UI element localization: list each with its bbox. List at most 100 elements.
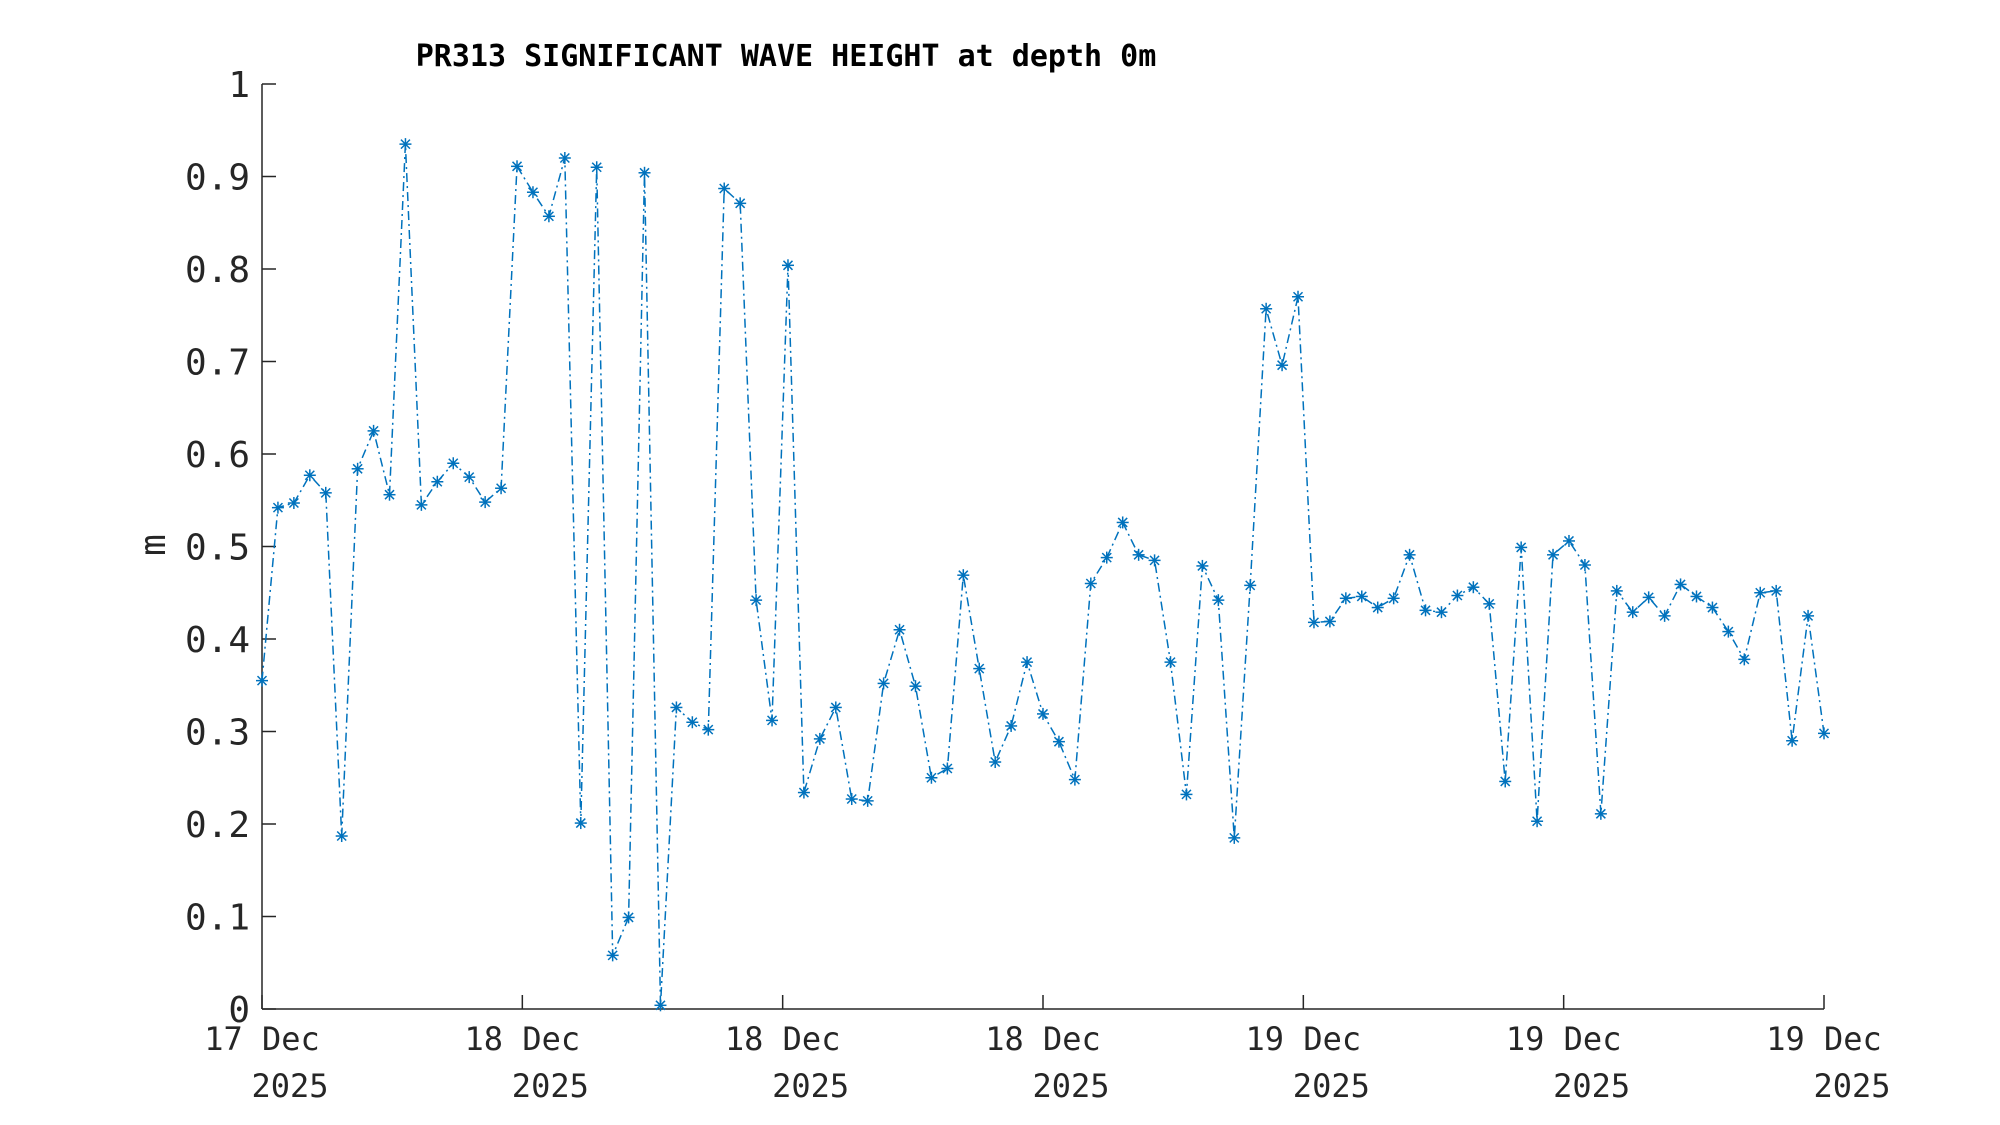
data-point-marker bbox=[861, 794, 874, 807]
data-point-marker bbox=[1148, 554, 1161, 567]
data-point-marker bbox=[1244, 579, 1257, 592]
data-point-marker bbox=[1371, 601, 1384, 614]
data-point-marker bbox=[574, 817, 587, 830]
data-point-marker bbox=[1180, 788, 1193, 801]
data-point-marker bbox=[1818, 727, 1830, 740]
data-point-marker bbox=[1132, 548, 1145, 561]
data-point-marker bbox=[1260, 302, 1273, 315]
data-point-marker bbox=[845, 793, 858, 806]
data-point-marker bbox=[1435, 606, 1448, 619]
data-point-marker bbox=[1754, 586, 1767, 599]
data-point-marker bbox=[1276, 359, 1289, 372]
data-point-marker bbox=[1467, 581, 1480, 594]
data-point-marker bbox=[1307, 616, 1320, 629]
data-point-marker bbox=[781, 259, 794, 272]
data-point-marker bbox=[526, 186, 539, 199]
data-point-marker bbox=[1786, 734, 1799, 747]
data-point-marker bbox=[1499, 775, 1512, 788]
data-point-marker bbox=[463, 471, 476, 484]
y-tick-label: 0 bbox=[228, 990, 250, 1031]
x-tick-label-year: 2025 bbox=[1553, 1067, 1630, 1105]
data-point-marker bbox=[1626, 606, 1639, 619]
data-point-marker bbox=[1387, 592, 1400, 605]
y-axis-label: m bbox=[133, 534, 174, 556]
data-point-marker bbox=[1610, 584, 1623, 597]
y-tick-label: 0.6 bbox=[185, 435, 250, 476]
data-point-marker bbox=[303, 469, 316, 482]
data-point-marker bbox=[1355, 590, 1368, 603]
data-point-marker bbox=[256, 674, 268, 687]
data-point-marker bbox=[989, 756, 1002, 769]
data-point-marker bbox=[1164, 656, 1177, 669]
data-point-marker bbox=[287, 497, 300, 510]
data-point-marker bbox=[1037, 707, 1049, 720]
y-tick-label: 0.4 bbox=[185, 620, 250, 661]
data-point-marker bbox=[319, 486, 332, 499]
data-point-marker bbox=[1403, 548, 1416, 561]
series-line bbox=[261, 144, 1825, 1006]
x-tick-label-year: 2025 bbox=[251, 1067, 328, 1105]
data-point-marker bbox=[1005, 719, 1018, 732]
data-point-marker bbox=[447, 457, 460, 470]
data-point-marker bbox=[383, 488, 396, 501]
data-point-marker bbox=[829, 701, 842, 714]
data-point-marker bbox=[1658, 609, 1671, 622]
x-tick-label-date: 19 Dec bbox=[1246, 1020, 1362, 1058]
data-point-marker bbox=[1515, 541, 1528, 554]
data-point-marker bbox=[1196, 559, 1209, 572]
x-tick-label-year: 2025 bbox=[772, 1067, 849, 1105]
data-point-marker bbox=[622, 911, 635, 924]
data-point-marker bbox=[670, 701, 683, 714]
data-point-marker bbox=[925, 771, 938, 784]
data-point-marker bbox=[941, 762, 954, 775]
data-point-marker bbox=[351, 462, 364, 475]
data-point-marker bbox=[1642, 591, 1655, 604]
y-axis-label-group: m bbox=[133, 534, 174, 556]
data-point-marker bbox=[606, 949, 619, 962]
x-tick-label-year: 2025 bbox=[1813, 1067, 1890, 1105]
y-tick-label: 0.5 bbox=[185, 528, 250, 569]
x-tick-label-date: 19 Dec bbox=[1506, 1020, 1622, 1058]
data-point-marker bbox=[1547, 548, 1560, 561]
y-tick-label: 0.2 bbox=[185, 805, 250, 846]
chart-title: PR313 SIGNIFICANT WAVE HEIGHT at depth 0… bbox=[416, 39, 1157, 74]
data-point-marker bbox=[702, 723, 715, 736]
data-point-marker bbox=[957, 569, 970, 582]
x-tick-label-year: 2025 bbox=[512, 1067, 589, 1105]
data-point-marker bbox=[542, 210, 555, 223]
data-point-marker bbox=[1706, 601, 1719, 614]
data-point-marker bbox=[367, 424, 380, 437]
x-tick-label-date: 19 Dec bbox=[1766, 1020, 1882, 1058]
data-point-marker bbox=[1419, 604, 1432, 617]
data-point-marker bbox=[1594, 807, 1607, 820]
y-tick-label: 1 bbox=[228, 65, 250, 106]
axes bbox=[261, 84, 1824, 1010]
data-point-marker bbox=[271, 501, 284, 514]
data-point-marker bbox=[335, 830, 348, 843]
data-point-marker bbox=[1292, 290, 1305, 303]
x-tick-label-date: 18 Dec bbox=[725, 1020, 841, 1058]
data-point-marker bbox=[1052, 735, 1065, 748]
data-point-marker bbox=[415, 498, 428, 511]
x-tick-label-date: 18 Dec bbox=[985, 1020, 1101, 1058]
y-ticks: 0 0.1 0.2 0.3 0.4 0.5 0.6 0.7 0.8 0.9 1 bbox=[185, 65, 276, 1031]
data-point-marker bbox=[495, 482, 508, 495]
x-ticks: 17 Dec 2025 18 Dec 2025 18 Dec 2025 18 Dec 2025… bbox=[204, 995, 1891, 1105]
data-point-marker bbox=[893, 623, 906, 636]
data-point-marker bbox=[1674, 578, 1687, 591]
data-point-marker bbox=[1738, 653, 1751, 666]
data-point-marker bbox=[479, 496, 492, 509]
data-point-marker bbox=[686, 716, 699, 729]
x-tick-label-date: 17 Dec bbox=[204, 1020, 320, 1058]
data-point-marker bbox=[399, 138, 412, 151]
plot-area bbox=[256, 138, 1830, 1012]
y-tick-label: 0.7 bbox=[185, 343, 250, 384]
y-tick-label: 0.1 bbox=[185, 898, 250, 939]
data-point-marker bbox=[1562, 534, 1575, 547]
data-point-marker bbox=[558, 152, 571, 164]
data-point-marker bbox=[734, 197, 747, 210]
x-tick-label-year: 2025 bbox=[1293, 1067, 1370, 1105]
data-point-marker bbox=[973, 662, 986, 675]
data-point-marker bbox=[1690, 590, 1703, 603]
